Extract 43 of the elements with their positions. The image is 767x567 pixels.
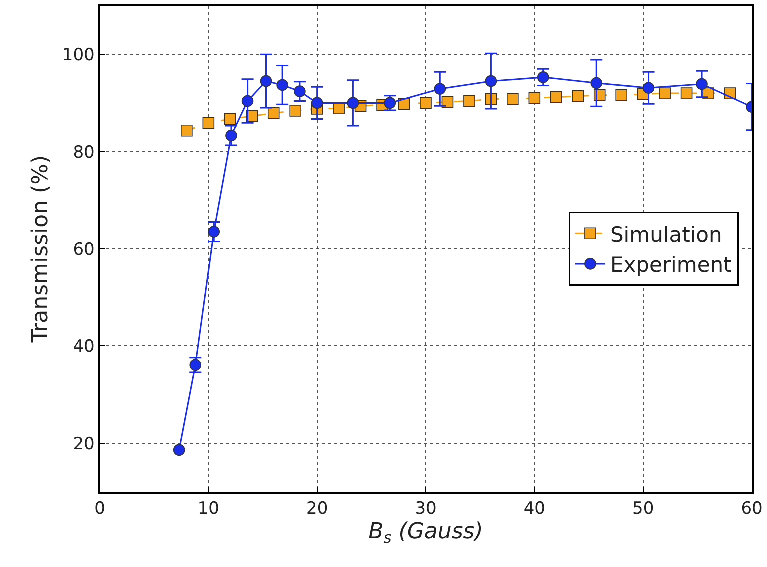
point — [590, 77, 603, 90]
legend-label: Simulation — [610, 222, 722, 247]
point — [528, 92, 541, 104]
point — [276, 79, 288, 92]
point — [616, 90, 628, 102]
x-axis-title: B$_{s}$ (Gauss) — [368, 520, 484, 548]
point — [434, 83, 446, 96]
point — [572, 90, 584, 102]
x-tick-label: 50 — [632, 499, 654, 520]
point — [550, 91, 562, 104]
point — [696, 78, 708, 90]
point — [642, 82, 655, 94]
point — [202, 117, 215, 130]
x-tick-label: 60 — [741, 499, 763, 520]
x-tick-label: 0 — [94, 499, 106, 520]
point — [442, 96, 454, 108]
point — [173, 444, 186, 456]
point — [485, 75, 498, 88]
point — [224, 113, 236, 126]
y-axis-title: Transmission (%) — [28, 155, 54, 344]
point — [260, 75, 272, 88]
point — [507, 93, 519, 106]
point — [181, 125, 193, 137]
legend-label: Experiment — [610, 253, 732, 278]
y-tick-label: 100 — [62, 46, 95, 66]
point — [242, 95, 254, 108]
point — [659, 88, 671, 100]
y-tick-label: 40 — [73, 337, 95, 358]
point — [268, 108, 280, 120]
point — [464, 95, 476, 108]
y-tick-label: 80 — [73, 142, 95, 163]
x-tick-label: 40 — [524, 499, 546, 520]
point — [290, 105, 302, 117]
x-tick-label: 10 — [198, 499, 220, 520]
point — [347, 97, 360, 110]
x-tick-label: 20 — [306, 499, 328, 520]
point — [420, 97, 432, 110]
x-tick-label: 30 — [415, 499, 437, 520]
point — [333, 102, 345, 114]
point — [311, 97, 324, 110]
y-tick-label: 60 — [73, 240, 95, 260]
y-tick-label: 20 — [73, 434, 95, 454]
point — [680, 88, 693, 100]
